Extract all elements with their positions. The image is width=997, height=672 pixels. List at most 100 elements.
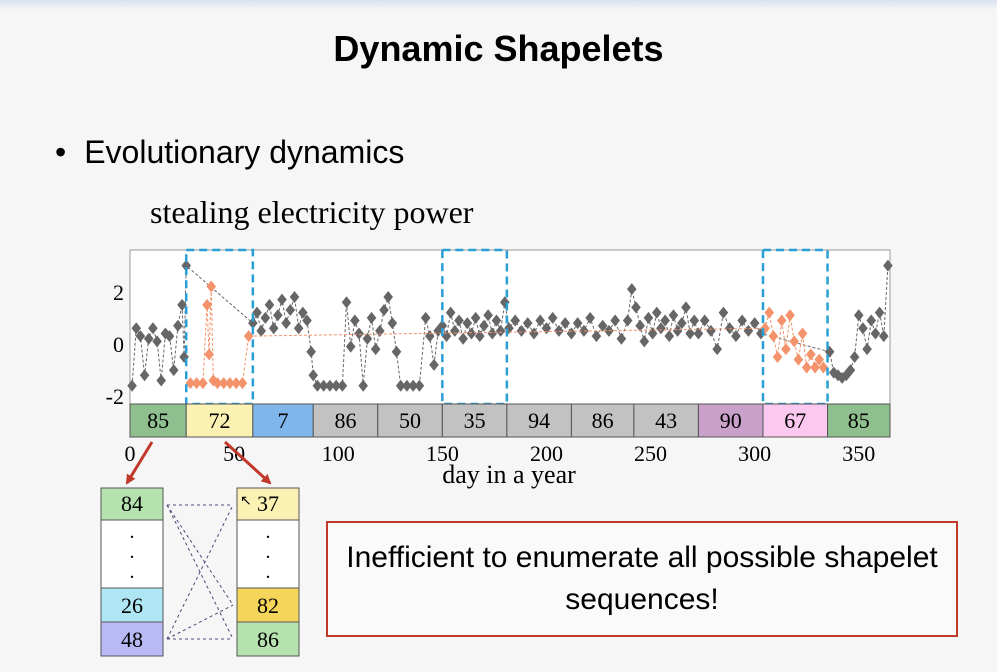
- data-point: [408, 379, 418, 392]
- data-point: [462, 317, 473, 330]
- data-point: [818, 361, 829, 374]
- data-point: [483, 309, 493, 322]
- highlight-window: [761, 248, 829, 406]
- mapping-line: [166, 504, 234, 640]
- data-point: [647, 327, 658, 340]
- segment-cell: [827, 403, 891, 438]
- data-point: [260, 311, 271, 324]
- right-stack: 37... 82 86: [236, 487, 300, 657]
- stack-value: 48: [121, 627, 143, 652]
- stack-cell: [100, 487, 164, 521]
- data-point: [252, 306, 262, 319]
- stack-ellipsis: .: [266, 541, 271, 563]
- x-tick-label: 200: [530, 441, 563, 466]
- data-point: [853, 309, 864, 322]
- stack-ellipsis: .: [130, 561, 135, 583]
- segment-label: 85: [147, 408, 169, 433]
- data-point: [198, 377, 208, 390]
- data-point: [699, 314, 710, 327]
- data-point: [814, 353, 825, 366]
- data-point: [379, 304, 389, 317]
- data-point: [749, 317, 760, 330]
- data-point: [504, 322, 514, 335]
- data-point: [837, 371, 847, 384]
- data-point: [425, 330, 435, 343]
- data-point: [445, 306, 456, 319]
- data-point: [212, 377, 223, 390]
- data-point: [298, 306, 308, 319]
- data-point: [597, 319, 608, 332]
- cursor-icon: ↖: [240, 494, 252, 509]
- y-tick-label: -2: [106, 384, 124, 409]
- data-point: [693, 327, 704, 340]
- data-point: [160, 327, 171, 340]
- data-point: [801, 361, 812, 374]
- data-point: [672, 324, 683, 337]
- data-point: [604, 324, 614, 337]
- mapping-line: [166, 504, 234, 606]
- data-point: [164, 330, 175, 343]
- data-point: [354, 327, 364, 340]
- data-point: [870, 327, 881, 340]
- data-point: [635, 319, 645, 332]
- data-point: [458, 332, 468, 345]
- data-point: [131, 322, 142, 335]
- data-point: [437, 319, 448, 332]
- data-point: [651, 306, 662, 319]
- data-point: [491, 314, 502, 327]
- slide-title: Dynamic Shapelets: [333, 28, 664, 69]
- data-point: [495, 324, 506, 337]
- y-tick-label: 0: [113, 332, 124, 357]
- data-point: [264, 298, 275, 311]
- data-point: [148, 322, 158, 335]
- data-point: [470, 311, 481, 324]
- data-point: [337, 379, 348, 392]
- data-point: [487, 327, 498, 340]
- data-point: [724, 322, 735, 335]
- data-point: [547, 311, 558, 324]
- data-point: [479, 319, 489, 332]
- stack-ellipsis: .: [130, 541, 135, 563]
- data-point: [660, 314, 670, 327]
- stack-value: 37: [257, 491, 279, 516]
- data-point: [560, 317, 570, 330]
- data-point: [866, 314, 877, 327]
- data-point: [285, 304, 296, 317]
- segment-label: 43: [655, 408, 677, 433]
- data-point: [414, 379, 425, 392]
- data-point: [206, 280, 217, 293]
- segment-label: 86: [592, 408, 614, 433]
- data-point: [627, 283, 637, 296]
- segment-cell: [252, 403, 314, 438]
- data-point: [152, 335, 162, 348]
- segment-cell: [129, 403, 187, 438]
- data-point: [772, 351, 783, 364]
- data-point: [277, 293, 287, 306]
- data-point: [737, 314, 747, 327]
- data-point: [789, 335, 800, 348]
- segment-label: 50: [399, 408, 421, 433]
- data-point: [878, 330, 889, 343]
- segment-mapping-layer: 84... 26 48 37... 82 86 ↖: [100, 440, 300, 657]
- data-point: [202, 298, 212, 311]
- segment-cell: [312, 403, 379, 438]
- data-point: [312, 379, 323, 392]
- data-point: [706, 324, 716, 337]
- data-point: [225, 377, 235, 390]
- data-point: [433, 324, 443, 337]
- data-point: [756, 327, 766, 340]
- data-point: [689, 314, 700, 327]
- data-point: [845, 364, 856, 377]
- data-point: [849, 351, 860, 364]
- data-point: [776, 314, 787, 327]
- data-point: [345, 340, 356, 353]
- data-point: [350, 314, 360, 327]
- segment-label: 7: [278, 408, 289, 433]
- stack-value: 82: [257, 593, 279, 618]
- left-stack: 84... 26 48: [100, 487, 164, 657]
- segment-label: 94: [528, 408, 550, 433]
- segment-label: 90: [720, 408, 742, 433]
- data-point: [248, 317, 258, 330]
- stack-cell: [100, 621, 164, 657]
- stack-cell: [236, 587, 300, 623]
